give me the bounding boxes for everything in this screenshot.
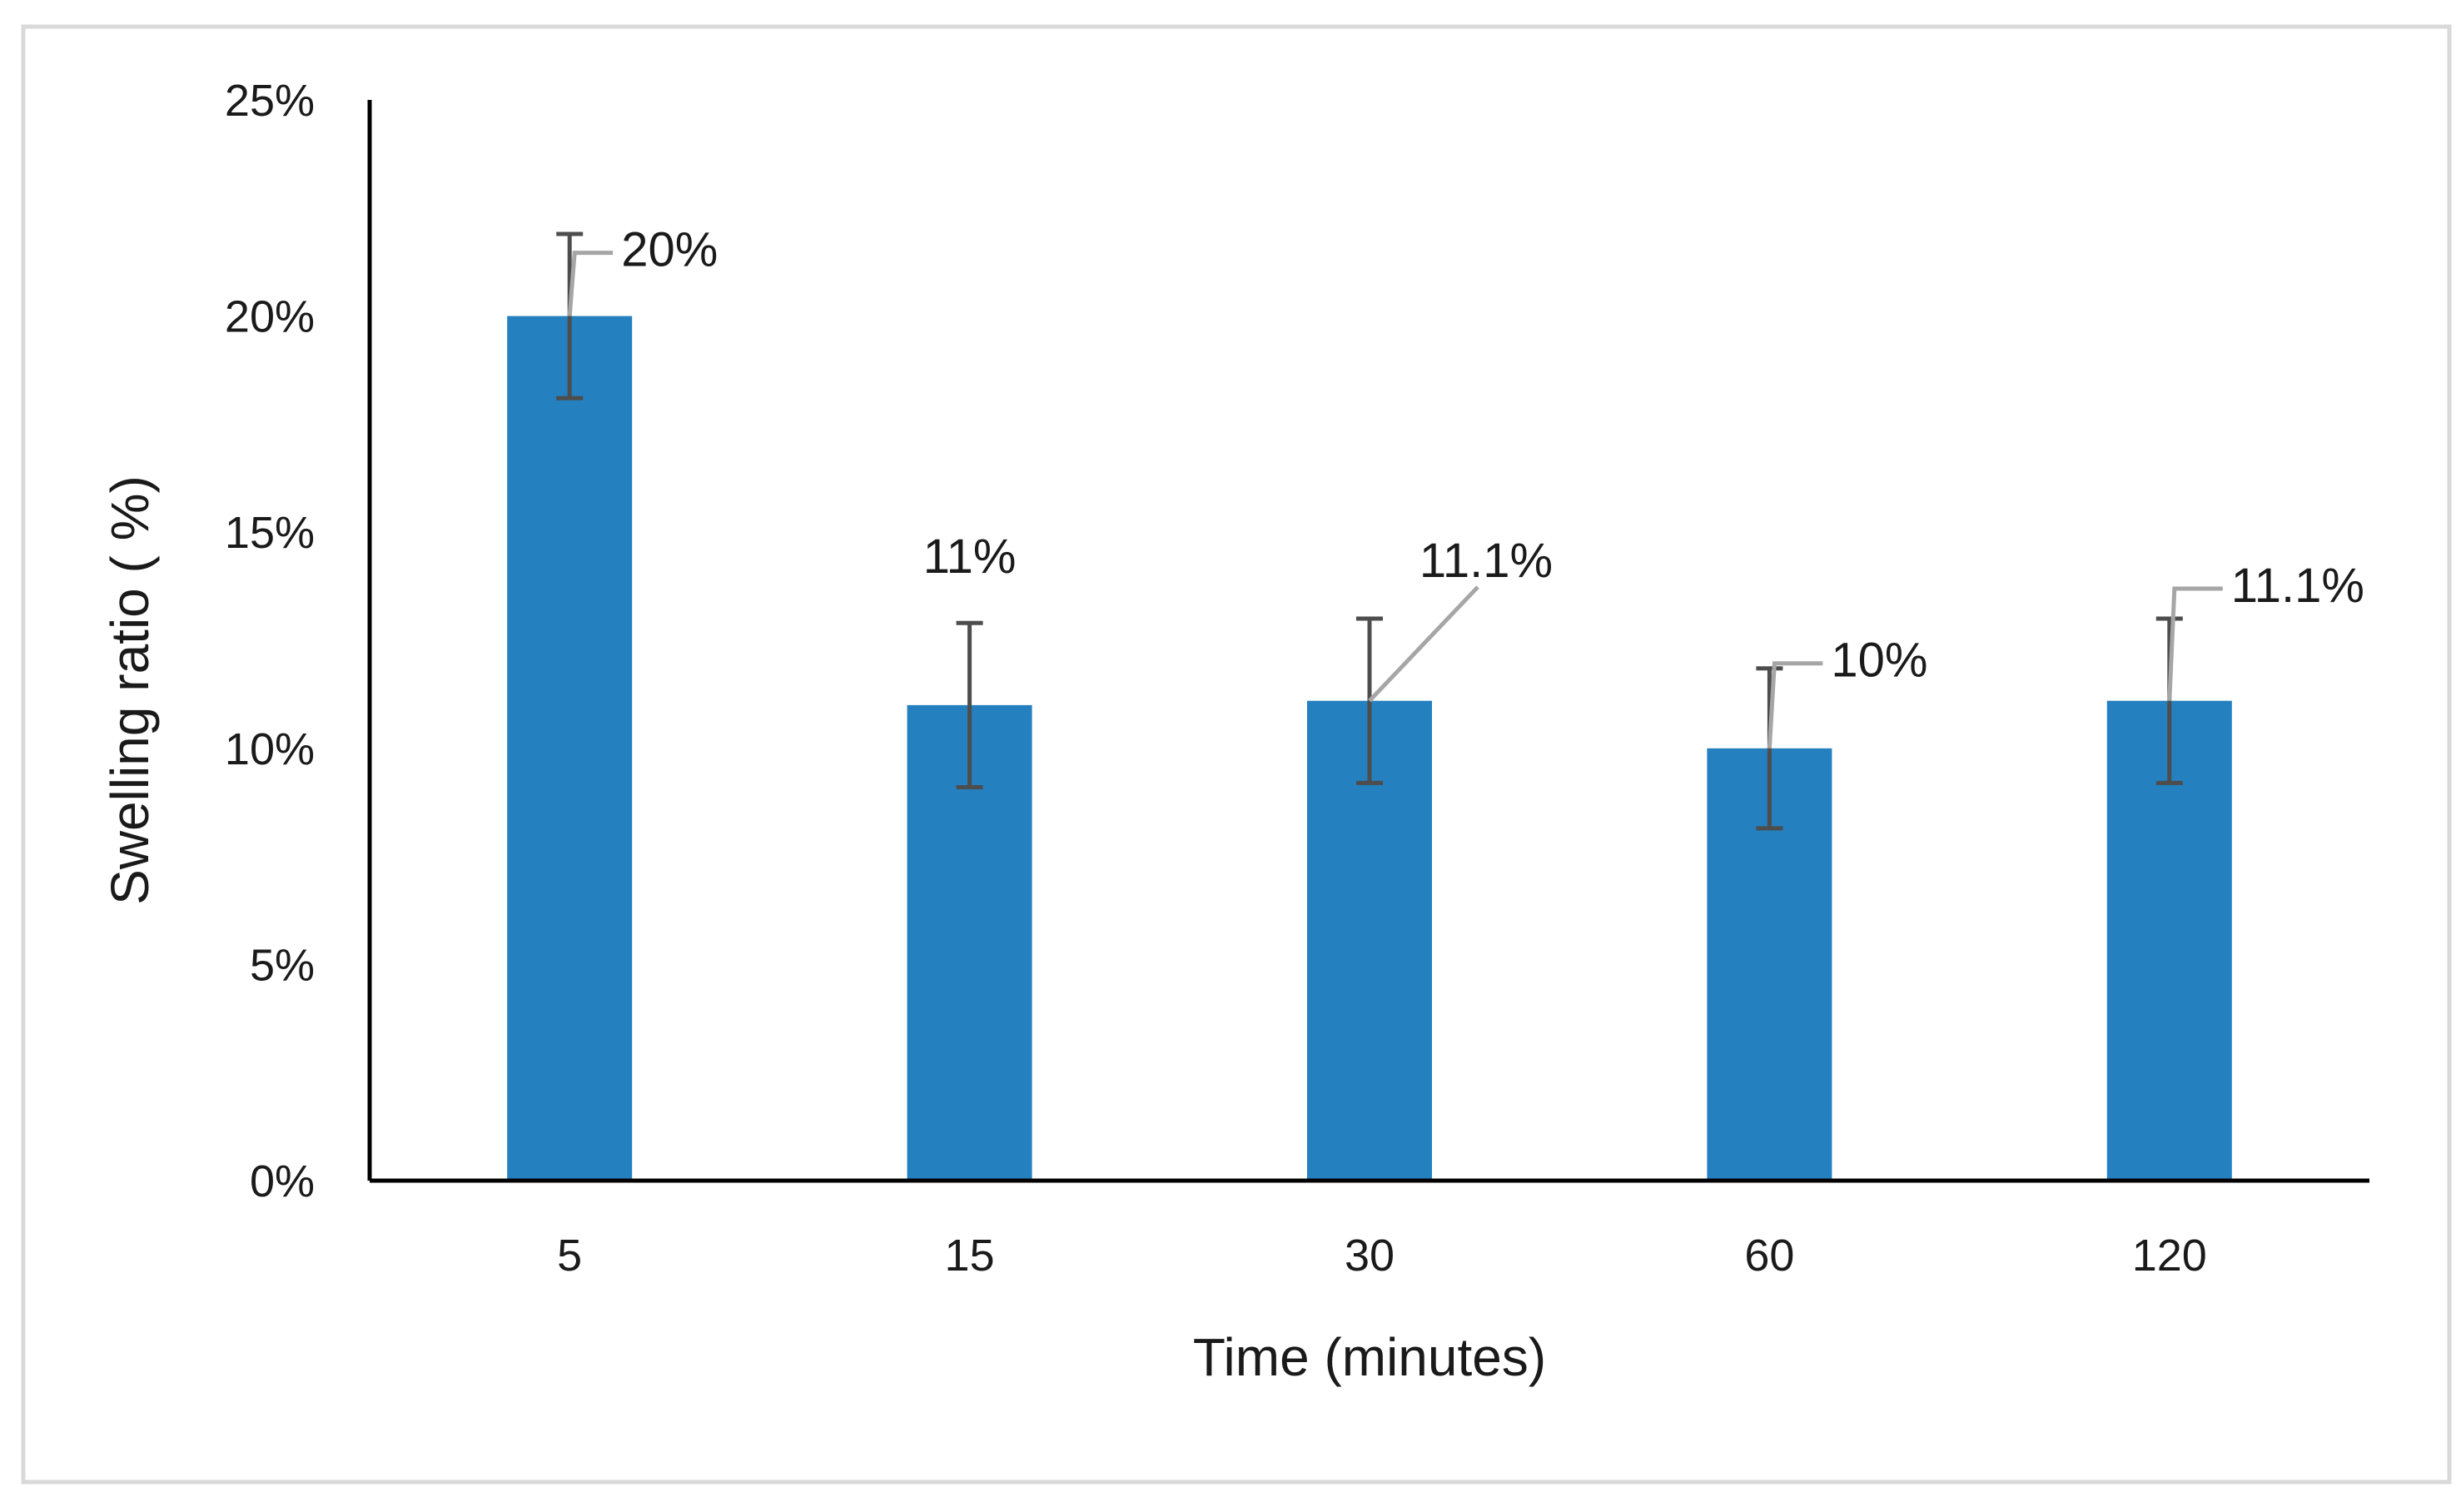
- y-tick-label: 5%: [250, 940, 315, 990]
- y-tick-label: 20%: [225, 292, 315, 342]
- x-tick-label: 5: [557, 1231, 582, 1281]
- data-label: 11.1%: [2231, 559, 2364, 613]
- y-tick-labels: 0% 5% 10% 15% 20% 25%: [225, 76, 315, 1206]
- x-tick-label: 120: [2132, 1231, 2207, 1281]
- chart-border: [21, 24, 2452, 1485]
- y-tick-label: 10%: [225, 724, 315, 774]
- leader-line: [567, 251, 614, 316]
- x-tick-label: 30: [1345, 1231, 1395, 1281]
- y-axis-title: Swelling ratio ( %): [100, 475, 160, 905]
- data-labels: 20% 11% 11.1% 10% 11.1%: [621, 223, 2364, 688]
- x-axis-title: Time (minutes): [1193, 1327, 1546, 1387]
- data-label: 20%: [621, 223, 718, 277]
- bar: [507, 316, 633, 1181]
- data-label: 11%: [923, 530, 1017, 584]
- leader-lines: [567, 251, 2223, 749]
- y-tick-label: 0%: [250, 1156, 315, 1206]
- x-tick-label: 60: [1744, 1231, 1794, 1281]
- x-tick-labels: 5 15 30 60 120: [557, 1231, 2207, 1281]
- y-tick-label: 15%: [225, 508, 315, 558]
- leader-line: [1767, 661, 1823, 749]
- leader-line: [1368, 585, 1479, 703]
- bars: [507, 316, 2232, 1181]
- y-tick-label: 25%: [225, 76, 315, 126]
- data-label: 11.1%: [1419, 534, 1553, 588]
- x-tick-label: 15: [945, 1231, 995, 1281]
- leader-line: [2167, 586, 2223, 701]
- data-label: 10%: [1831, 634, 1927, 688]
- error-bar: [956, 620, 983, 790]
